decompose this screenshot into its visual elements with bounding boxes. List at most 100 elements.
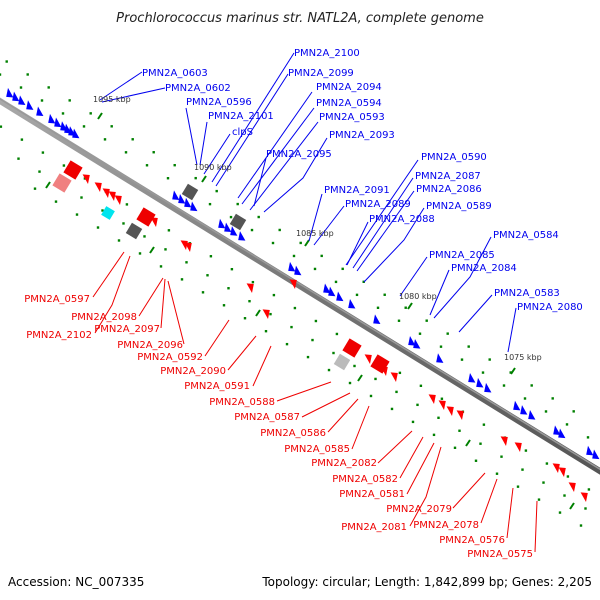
reverse-gene[interactable] bbox=[82, 174, 90, 184]
reverse-gene[interactable] bbox=[184, 242, 192, 252]
reverse-gene-label[interactable]: PMN2A_0597 bbox=[24, 294, 90, 305]
forward-gene[interactable] bbox=[190, 201, 198, 212]
gene-block[interactable] bbox=[52, 173, 72, 193]
reverse-gene-label[interactable]: PMN2A_2098 bbox=[71, 312, 137, 323]
forward-gene-label[interactable]: clpS bbox=[232, 127, 253, 138]
reverse-gene[interactable] bbox=[580, 492, 588, 502]
gene-block[interactable] bbox=[136, 207, 156, 227]
gene-block[interactable] bbox=[370, 354, 390, 374]
forward-gene[interactable] bbox=[26, 100, 34, 110]
forward-gene[interactable] bbox=[436, 353, 444, 363]
forward-gene[interactable] bbox=[336, 291, 344, 302]
forward-gene[interactable] bbox=[553, 425, 561, 436]
forward-gene-label[interactable]: PMN2A_2099 bbox=[288, 68, 354, 79]
reverse-gene-label[interactable]: PMN2A_0582 bbox=[332, 474, 398, 485]
reverse-gene[interactable] bbox=[364, 354, 372, 364]
reverse-gene-label[interactable]: PMN2A_0575 bbox=[467, 549, 533, 560]
forward-gene-label[interactable]: PMN2A_0603 bbox=[142, 68, 208, 79]
forward-gene-label[interactable]: PMN2A_2091 bbox=[324, 185, 390, 196]
forward-gene[interactable] bbox=[323, 283, 331, 294]
reverse-gene-label[interactable]: PMN2A_2079 bbox=[386, 504, 452, 515]
forward-gene-label[interactable]: PMN2A_2084 bbox=[451, 263, 517, 274]
forward-gene[interactable] bbox=[558, 428, 566, 439]
forward-gene[interactable] bbox=[513, 400, 521, 411]
forward-gene-label[interactable]: PMN2A_2101 bbox=[208, 111, 274, 122]
forward-gene[interactable] bbox=[586, 445, 594, 456]
forward-gene[interactable] bbox=[528, 410, 536, 420]
forward-gene[interactable] bbox=[36, 106, 44, 117]
forward-gene-label[interactable]: PMN2A_0594 bbox=[316, 98, 382, 109]
reverse-gene-label[interactable]: PMN2A_0581 bbox=[339, 489, 405, 500]
forward-gene[interactable] bbox=[592, 449, 600, 460]
reverse-gene-label[interactable]: PMN2A_0591 bbox=[184, 381, 250, 392]
forward-gene-label[interactable]: PMN2A_0584 bbox=[493, 230, 559, 241]
forward-gene-label[interactable]: PMN2A_0589 bbox=[426, 201, 492, 212]
forward-gene-label[interactable]: PMN2A_2100 bbox=[294, 48, 360, 59]
forward-gene[interactable] bbox=[230, 226, 238, 236]
reverse-gene[interactable] bbox=[114, 195, 122, 205]
reverse-gene[interactable] bbox=[500, 436, 508, 446]
reverse-gene-label[interactable]: PMN2A_0588 bbox=[209, 397, 275, 408]
forward-gene[interactable] bbox=[288, 261, 296, 272]
reverse-gene-label[interactable]: PMN2A_2102 bbox=[26, 330, 92, 341]
forward-gene[interactable] bbox=[468, 372, 476, 383]
forward-gene-label[interactable]: PMN2A_2093 bbox=[329, 130, 395, 141]
reverse-gene-label[interactable]: PMN2A_0592 bbox=[137, 352, 203, 363]
reverse-gene[interactable] bbox=[428, 394, 436, 404]
forward-gene[interactable] bbox=[12, 91, 20, 102]
forward-gene[interactable] bbox=[373, 314, 381, 324]
reverse-gene[interactable] bbox=[108, 191, 116, 201]
forward-gene[interactable] bbox=[484, 382, 492, 393]
reverse-gene-label[interactable]: PMN2A_0576 bbox=[439, 535, 505, 546]
reverse-gene-label[interactable]: PMN2A_2096 bbox=[117, 340, 183, 351]
reverse-gene-label[interactable]: PMN2A_0587 bbox=[234, 412, 300, 423]
reverse-gene[interactable] bbox=[262, 309, 270, 319]
forward-gene-label[interactable]: PMN2A_2089 bbox=[345, 199, 411, 210]
rna-feature[interactable] bbox=[101, 206, 115, 220]
forward-gene[interactable] bbox=[476, 377, 484, 388]
forward-gene-label[interactable]: PMN2A_2080 bbox=[517, 302, 583, 313]
forward-gene[interactable] bbox=[238, 231, 246, 241]
gene-block[interactable] bbox=[63, 160, 83, 180]
reverse-gene[interactable] bbox=[514, 442, 522, 452]
forward-gene[interactable] bbox=[54, 117, 62, 128]
reverse-gene-label[interactable]: PMN2A_0586 bbox=[260, 428, 326, 439]
reverse-gene-label[interactable]: PMN2A_2090 bbox=[160, 366, 226, 377]
forward-gene[interactable] bbox=[172, 190, 180, 200]
reverse-gene[interactable] bbox=[456, 410, 464, 420]
reverse-gene[interactable] bbox=[289, 279, 297, 289]
forward-gene[interactable] bbox=[184, 197, 192, 208]
reverse-gene[interactable] bbox=[558, 467, 566, 477]
forward-gene[interactable] bbox=[6, 87, 14, 98]
forward-gene[interactable] bbox=[178, 194, 186, 204]
other-feature[interactable] bbox=[125, 222, 143, 240]
forward-gene-label[interactable]: PMN2A_0596 bbox=[186, 97, 252, 108]
forward-gene[interactable] bbox=[224, 222, 232, 233]
reverse-gene[interactable] bbox=[568, 482, 576, 492]
forward-gene-label[interactable]: PMN2A_2095 bbox=[266, 149, 332, 160]
forward-gene-label[interactable]: PMN2A_2088 bbox=[369, 214, 435, 225]
forward-gene[interactable] bbox=[348, 298, 356, 309]
forward-gene[interactable] bbox=[408, 335, 416, 346]
forward-gene-label[interactable]: PMN2A_0583 bbox=[494, 288, 560, 299]
forward-gene[interactable] bbox=[294, 265, 302, 276]
forward-gene[interactable] bbox=[413, 339, 421, 349]
forward-gene-label[interactable]: PMN2A_2094 bbox=[316, 82, 382, 93]
other-feature[interactable] bbox=[229, 213, 247, 231]
forward-gene-label[interactable]: PMN2A_0590 bbox=[421, 152, 487, 163]
forward-gene-label[interactable]: PMN2A_0593 bbox=[319, 112, 385, 123]
other-feature[interactable] bbox=[333, 353, 351, 371]
forward-gene-label[interactable]: PMN2A_0602 bbox=[165, 83, 231, 94]
reverse-gene-label[interactable]: PMN2A_2078 bbox=[413, 520, 479, 531]
reverse-gene[interactable] bbox=[94, 182, 102, 192]
reverse-gene[interactable] bbox=[102, 188, 110, 198]
reverse-gene[interactable] bbox=[438, 400, 446, 410]
forward-gene[interactable] bbox=[328, 286, 336, 297]
forward-gene-label[interactable]: PMN2A_2085 bbox=[429, 250, 495, 261]
reverse-gene[interactable] bbox=[246, 283, 254, 293]
forward-gene-label[interactable]: PMN2A_2086 bbox=[416, 184, 482, 195]
other-feature[interactable] bbox=[181, 183, 199, 201]
forward-gene-label[interactable]: PMN2A_2087 bbox=[415, 171, 481, 182]
reverse-gene[interactable] bbox=[552, 463, 560, 473]
forward-gene[interactable] bbox=[218, 218, 226, 229]
